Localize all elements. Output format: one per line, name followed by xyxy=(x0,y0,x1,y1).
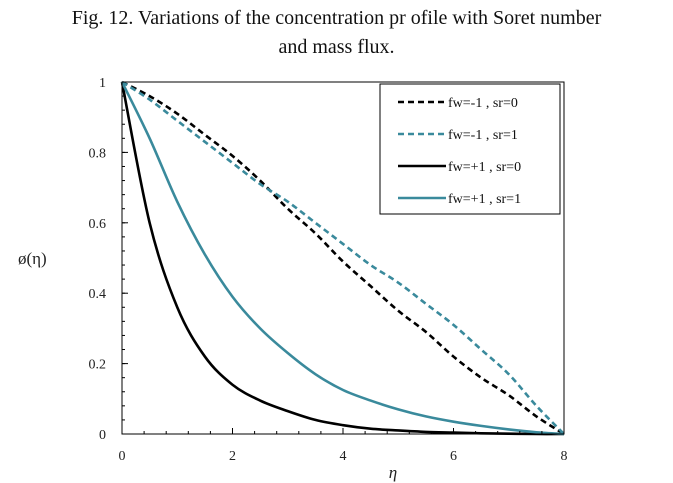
x-tick-label: 4 xyxy=(340,449,347,464)
x-tick-label: 8 xyxy=(561,449,568,464)
legend-label: fw=+1 , sr=0 xyxy=(448,160,521,175)
legend-entry-fw-minus1-sr0: fw=-1 , sr=0 xyxy=(398,96,518,111)
y-tick-label: 0.2 xyxy=(89,358,107,373)
legend-label: fw=+1 , sr=1 xyxy=(448,192,521,207)
caption-line-2: and mass flux. xyxy=(278,36,395,58)
legend-entry-fw-minus1-sr1: fw=-1 , sr=1 xyxy=(398,128,518,143)
legend-box xyxy=(379,83,561,215)
x-tick-label: 0 xyxy=(119,449,126,464)
legend-label: fw=-1 , sr=1 xyxy=(448,128,518,143)
caption-line-1: Fig. 12. Variations of the concentration… xyxy=(71,7,602,29)
figure-caption: Fig. 12. Variations of the concentration… xyxy=(0,4,673,62)
x-tick-label: 2 xyxy=(229,449,236,464)
series-line-fw-minus1-sr1 xyxy=(121,80,565,435)
y-tick-label: 0.6 xyxy=(89,217,107,232)
y-tick-label: 0.4 xyxy=(89,287,107,302)
y-tick-label: 0 xyxy=(99,428,106,443)
y-tick-label: 0.8 xyxy=(89,146,107,161)
chart-legend: fw=-1 , sr=0 fw=-1 , sr=1 fw=+1 , sr=0 fw=+… xyxy=(379,83,561,215)
legend-label: fw=-1 , sr=0 xyxy=(448,96,518,111)
y-axis-ticks: 0 0.2 0.4 0.6 0.8 1 xyxy=(89,76,128,443)
series-line-fw-plus1-sr0 xyxy=(120,81,565,436)
x-axis-ticks: 0 2 4 6 8 xyxy=(119,428,568,464)
legend-entry-fw-plus1-sr0: fw=+1 , sr=0 xyxy=(398,160,521,175)
plot-curves xyxy=(120,80,565,436)
x-tick-label: 6 xyxy=(450,449,457,464)
x-axis-title: η xyxy=(389,463,397,482)
y-tick-label: 1 xyxy=(99,76,106,91)
series-line-fw-plus1-sr1 xyxy=(120,81,565,436)
legend-entry-fw-plus1-sr1: fw=+1 , sr=1 xyxy=(398,192,521,207)
y-axis-title: ø(η) xyxy=(18,249,47,268)
